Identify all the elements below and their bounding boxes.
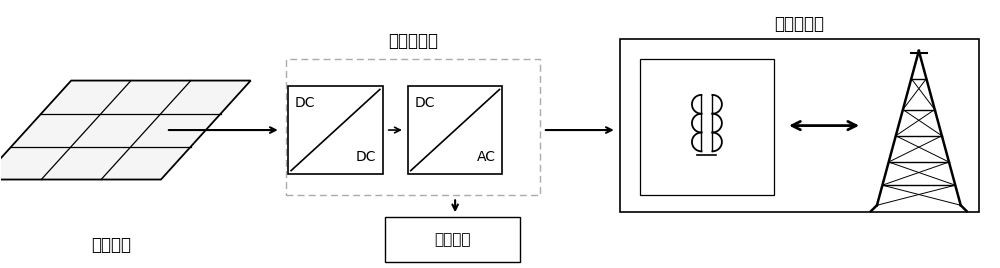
Polygon shape	[0, 81, 251, 180]
Text: DC: DC	[415, 96, 435, 110]
Bar	[408, 87, 502, 174]
Bar	[286, 59, 540, 195]
Bar	[288, 87, 383, 174]
Text: 交流负载: 交流负载	[434, 232, 471, 247]
Text: 交流配电网: 交流配电网	[774, 15, 824, 33]
Bar	[620, 39, 979, 212]
Bar	[640, 59, 774, 195]
Text: 光伏阵列: 光伏阵列	[91, 236, 131, 254]
Text: DC: DC	[355, 150, 376, 164]
Text: DC: DC	[295, 96, 316, 110]
Text: 并网逆变器: 并网逆变器	[388, 32, 438, 50]
Bar	[385, 217, 520, 262]
Text: AC: AC	[477, 150, 496, 164]
